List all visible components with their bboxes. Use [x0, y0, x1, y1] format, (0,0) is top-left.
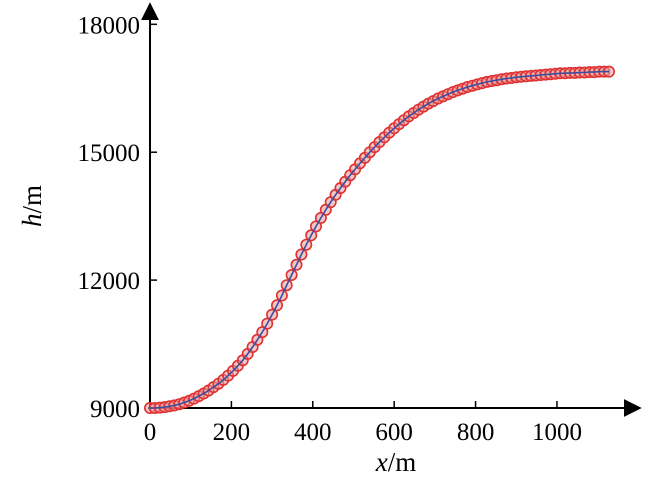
y-tick-label: 15000 — [78, 140, 141, 167]
axes — [141, 2, 642, 417]
x-tick-label: 600 — [375, 419, 413, 446]
y-axis-label: h/m — [17, 185, 47, 227]
y-tick-label: 9000 — [90, 396, 140, 423]
y-tick-label: 18000 — [78, 12, 141, 39]
series-markers — [144, 65, 615, 414]
x-tick-label: 800 — [457, 419, 495, 446]
series-line — [150, 70, 609, 409]
y-tick-label: 12000 — [78, 268, 141, 295]
x-axis-label: x/m — [375, 447, 417, 477]
x-tick-label: 0 — [144, 419, 157, 446]
x-tick-label: 200 — [213, 419, 251, 446]
tick-labels: 0 200 400 600 800 1000 9000 12000 15000 18000 — [78, 12, 582, 446]
x-tick-label: 1000 — [532, 419, 582, 446]
x-tick-label: 400 — [294, 419, 332, 446]
